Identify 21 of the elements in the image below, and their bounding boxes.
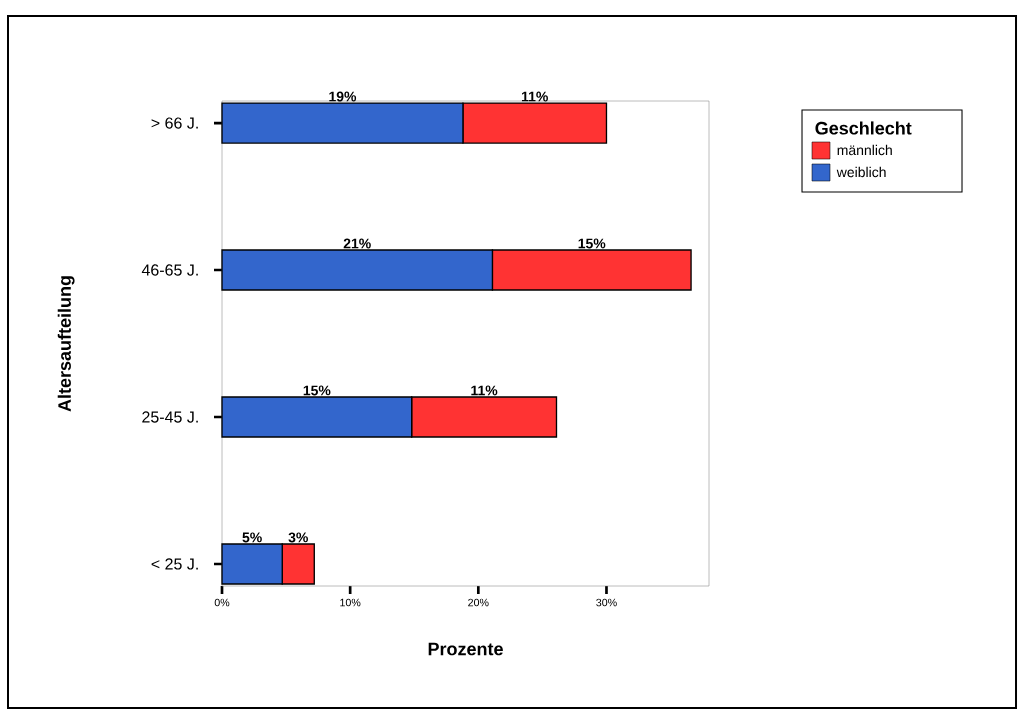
x-tick-label: 30%	[596, 598, 617, 607]
data-label: 11%	[471, 385, 498, 396]
data-label: 15%	[578, 238, 606, 249]
data-label: 11%	[521, 91, 548, 102]
legend-label: weiblich	[836, 166, 886, 178]
x-tick-label: 10%	[340, 598, 361, 607]
data-label: 19%	[329, 91, 357, 102]
y-tick-label: > 66 J.	[151, 117, 198, 129]
y-tick-label: 25-45 J.	[142, 411, 198, 423]
data-label: 3%	[288, 532, 308, 543]
data-label: 15%	[303, 385, 331, 396]
y-tick-label: 46-65 J.	[141, 264, 198, 276]
data-label: 5%	[242, 532, 262, 543]
y-tick-label: < 25 J.	[151, 558, 198, 570]
legend-title: Geschlecht	[815, 121, 912, 135]
data-label: 21%	[343, 238, 371, 249]
y-axis-title: Altersaufteilung	[57, 276, 75, 412]
x-tick-label: 0%	[214, 598, 230, 607]
x-tick-label: 20%	[468, 598, 489, 607]
x-axis-title: Prozente	[428, 642, 503, 656]
legend-label: männlich	[837, 144, 892, 156]
